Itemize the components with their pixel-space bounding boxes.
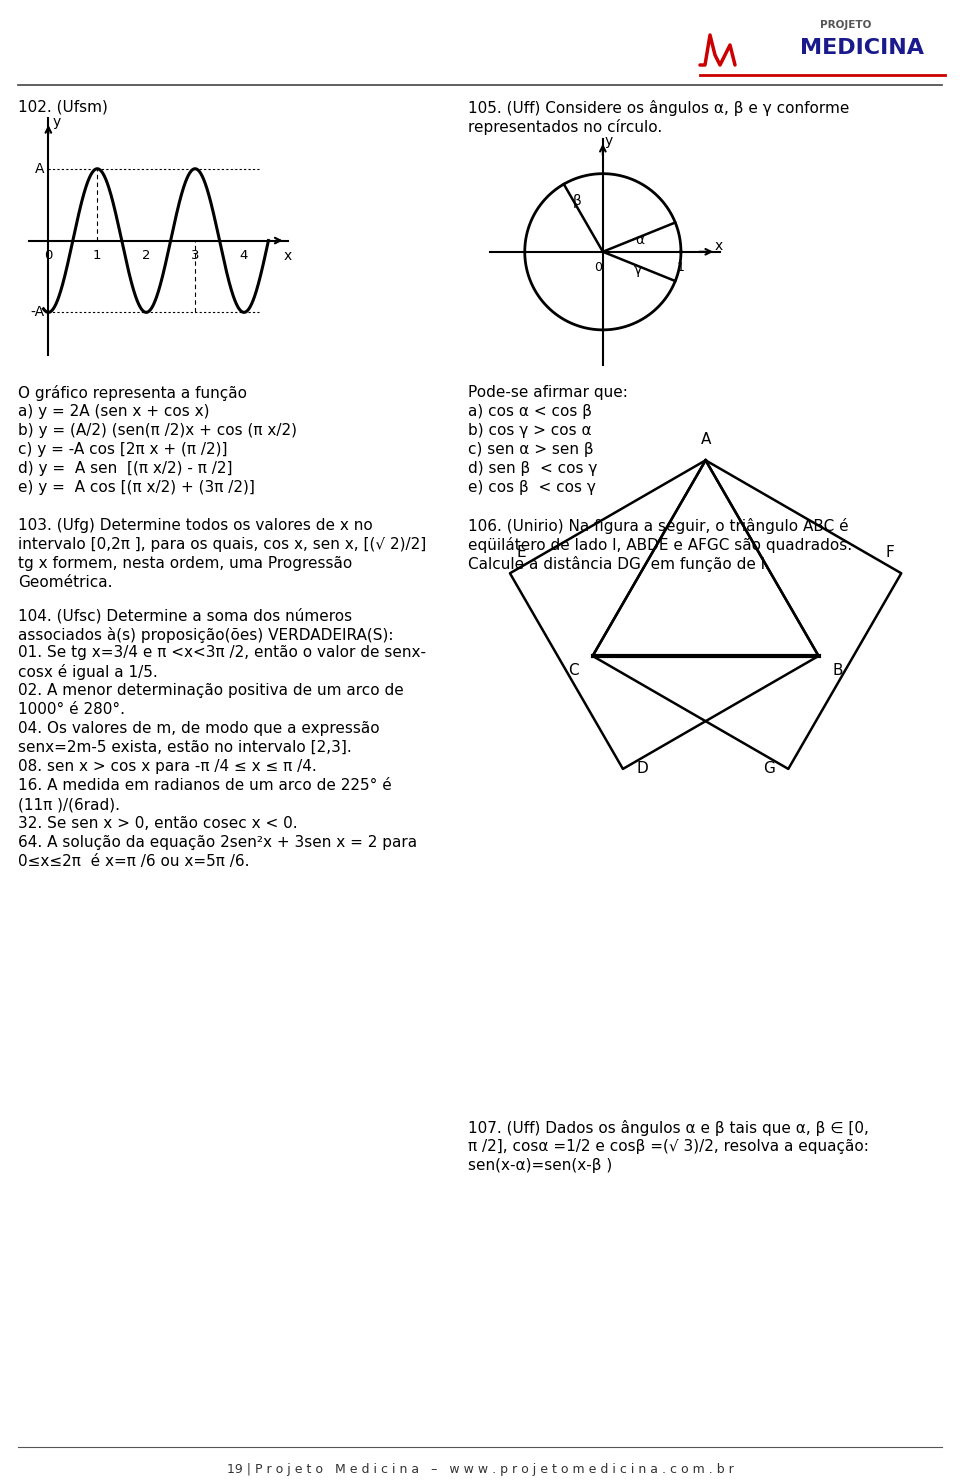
Text: b) y = (A/2) (sen(π /2)x + cos (π x/2): b) y = (A/2) (sen(π /2)x + cos (π x/2) bbox=[18, 424, 297, 438]
FancyBboxPatch shape bbox=[695, 7, 950, 78]
Text: b) cos γ > cos α: b) cos γ > cos α bbox=[468, 424, 591, 438]
Text: 1000° é 280°.: 1000° é 280°. bbox=[18, 702, 125, 717]
Text: d) y =  A sen  [(π x/2) - π /2]: d) y = A sen [(π x/2) - π /2] bbox=[18, 461, 232, 475]
Text: 2: 2 bbox=[142, 249, 151, 262]
Text: y: y bbox=[52, 116, 60, 129]
Text: Calcule a distância DG, em função de l.: Calcule a distância DG, em função de l. bbox=[468, 555, 770, 572]
Text: 4: 4 bbox=[240, 249, 249, 262]
Text: senx=2m-5 exista, estão no intervalo [2,3].: senx=2m-5 exista, estão no intervalo [2,… bbox=[18, 740, 351, 755]
Text: A: A bbox=[701, 432, 710, 447]
Text: MEDICINA: MEDICINA bbox=[800, 39, 924, 58]
Text: 106. (Unirio) Na figura a seguir, o triângulo ABC é: 106. (Unirio) Na figura a seguir, o triâ… bbox=[468, 518, 849, 535]
Text: a) y = 2A (sen x + cos x): a) y = 2A (sen x + cos x) bbox=[18, 404, 209, 419]
Text: β: β bbox=[573, 194, 582, 207]
Text: 08. sen x > cos x para -π /4 ≤ x ≤ π /4.: 08. sen x > cos x para -π /4 ≤ x ≤ π /4. bbox=[18, 758, 317, 775]
Text: a) cos α < cos β: a) cos α < cos β bbox=[468, 404, 592, 419]
Text: x: x bbox=[714, 240, 723, 253]
Text: Pode-se afirmar que:: Pode-se afirmar que: bbox=[468, 385, 628, 400]
Text: 64. A solução da equação 2sen²x + 3sen x = 2 para: 64. A solução da equação 2sen²x + 3sen x… bbox=[18, 835, 418, 850]
Text: B: B bbox=[832, 662, 843, 678]
Text: 04. Os valores de m, de modo que a expressão: 04. Os valores de m, de modo que a expre… bbox=[18, 721, 379, 736]
Text: 19 | P r o j e t o   M e d i c i n a   –   w w w . p r o j e t o m e d i c i n a: 19 | P r o j e t o M e d i c i n a – w w… bbox=[227, 1463, 733, 1477]
Text: G: G bbox=[763, 761, 775, 776]
Text: 16. A medida em radianos de um arco de 225° é: 16. A medida em radianos de um arco de 2… bbox=[18, 778, 392, 792]
Text: 0: 0 bbox=[594, 261, 602, 274]
Text: γ: γ bbox=[635, 262, 642, 277]
Text: 105. (Uff) Considere os ângulos α, β e γ conforme: 105. (Uff) Considere os ângulos α, β e γ… bbox=[468, 101, 850, 116]
Text: A: A bbox=[35, 161, 44, 176]
Text: 103. (Ufg) Determine todos os valores de x no: 103. (Ufg) Determine todos os valores de… bbox=[18, 518, 372, 533]
Text: D: D bbox=[636, 761, 648, 776]
Text: representados no círculo.: representados no círculo. bbox=[468, 118, 662, 135]
Text: e) cos β  < cos γ: e) cos β < cos γ bbox=[468, 480, 596, 495]
Text: associados à(s) proposição(ões) VERDADEIRA(S):: associados à(s) proposição(ões) VERDADEI… bbox=[18, 626, 394, 643]
Text: cosx é igual a 1/5.: cosx é igual a 1/5. bbox=[18, 663, 157, 680]
Text: intervalo [0,2π ], para os quais, cos x, sen x, [(√ 2)/2]: intervalo [0,2π ], para os quais, cos x,… bbox=[18, 538, 426, 552]
Text: 0≤x≤2π  é x=π /6 ou x=5π /6.: 0≤x≤2π é x=π /6 ou x=5π /6. bbox=[18, 855, 250, 869]
Text: x: x bbox=[284, 249, 293, 264]
Text: 104. (Ufsc) Determine a soma dos números: 104. (Ufsc) Determine a soma dos números bbox=[18, 609, 352, 624]
Text: 1: 1 bbox=[677, 261, 684, 274]
Text: C: C bbox=[568, 662, 579, 678]
Text: E: E bbox=[516, 545, 526, 560]
Text: 02. A menor determinação positiva de um arco de: 02. A menor determinação positiva de um … bbox=[18, 683, 404, 698]
Text: c) y = -A cos [2π x + (π /2)]: c) y = -A cos [2π x + (π /2)] bbox=[18, 441, 228, 458]
Text: Geométrica.: Geométrica. bbox=[18, 575, 112, 589]
Text: 107. (Uff) Dados os ângulos α e β tais que α, β ∈ [0,: 107. (Uff) Dados os ângulos α e β tais q… bbox=[468, 1120, 869, 1136]
Text: PROJETO: PROJETO bbox=[820, 21, 872, 30]
Text: 32. Se sen x > 0, então cosec x < 0.: 32. Se sen x > 0, então cosec x < 0. bbox=[18, 816, 298, 831]
Text: 1: 1 bbox=[93, 249, 102, 262]
Text: 01. Se tg x=3/4 e π <x<3π /2, então o valor de senx-: 01. Se tg x=3/4 e π <x<3π /2, então o va… bbox=[18, 646, 426, 661]
Text: eqüilátero de lado l, ABDE e AFGC são quadrados.: eqüilátero de lado l, ABDE e AFGC são qu… bbox=[468, 538, 852, 552]
Text: y: y bbox=[604, 133, 612, 148]
Text: 102. (Ufsm): 102. (Ufsm) bbox=[18, 101, 108, 116]
Text: O gráfico representa a função: O gráfico representa a função bbox=[18, 385, 247, 401]
Text: tg x formem, nesta ordem, uma Progressão: tg x formem, nesta ordem, uma Progressão bbox=[18, 555, 352, 572]
Text: c) sen α > sen β: c) sen α > sen β bbox=[468, 441, 593, 458]
Text: -A: -A bbox=[31, 305, 44, 320]
Text: π /2], cosα =1/2 e cosβ =(√ 3)/2, resolva a equação:: π /2], cosα =1/2 e cosβ =(√ 3)/2, resolv… bbox=[468, 1139, 869, 1154]
Text: d) sen β  < cos γ: d) sen β < cos γ bbox=[468, 461, 597, 475]
Text: F: F bbox=[886, 545, 895, 560]
Text: sen(x-α)=sen(x-β ): sen(x-α)=sen(x-β ) bbox=[468, 1158, 612, 1173]
Text: 3: 3 bbox=[191, 249, 200, 262]
Text: (11π )/(6rad).: (11π )/(6rad). bbox=[18, 797, 120, 812]
Text: e) y =  A cos [(π x/2) + (3π /2)]: e) y = A cos [(π x/2) + (3π /2)] bbox=[18, 480, 254, 495]
Text: 0: 0 bbox=[44, 249, 53, 262]
Text: α: α bbox=[636, 233, 645, 247]
